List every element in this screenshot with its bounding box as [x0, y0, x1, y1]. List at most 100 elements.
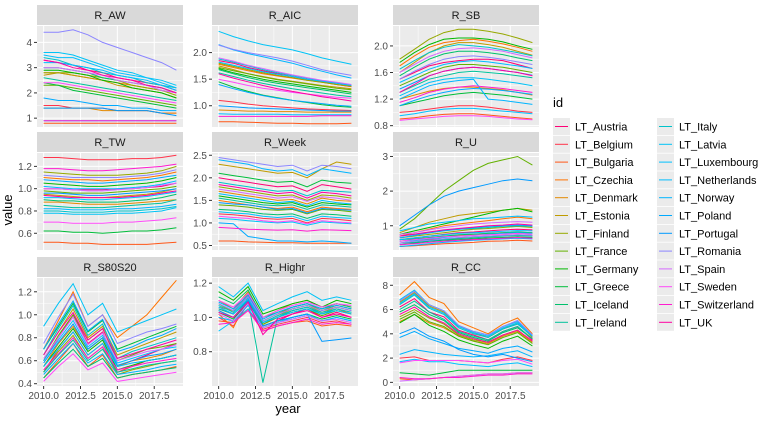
- legend-item: LT_Iceland: [553, 296, 629, 313]
- series-line-lt-switzerland: [218, 309, 352, 332]
- series-line-lt-uk: [43, 311, 177, 360]
- series-line-lt-sweden: [399, 358, 533, 365]
- legend-label: LT_Romania: [679, 246, 742, 258]
- series-line-lt-portugal: [399, 178, 533, 227]
- facet-panel-r-cc: R_CC 0 2 4 6 8 2010.0 2012.5 2015.0 2017.5: [382, 257, 539, 402]
- legend-item: LT_Latvia: [657, 135, 727, 153]
- y-tick-label: 6: [382, 305, 388, 316]
- y-tick-label: 2.0: [193, 48, 207, 59]
- series-line-lt-uk: [399, 306, 533, 343]
- series-line-lt-uk: [218, 301, 352, 336]
- facet-panel-r-week: R_Week 0.5 1.0 1.5 2.0 2.5: [193, 132, 358, 252]
- series-line-lt-germany: [218, 68, 352, 93]
- facet-panel-r-aw: R_AW 1 2 3 4: [26, 5, 183, 127]
- y-tick-label: 1.5: [193, 75, 207, 86]
- x-tick-label: 2015.0: [277, 391, 308, 402]
- x-tick-label: 2015.0: [102, 391, 133, 402]
- facet-strip-label: R_U: [455, 137, 477, 149]
- panel-background: [212, 278, 358, 386]
- series-line-lt-germany: [399, 37, 533, 63]
- series-line-lt-poland: [218, 222, 352, 244]
- series-line-lt-poland: [43, 299, 177, 353]
- series-line-lt-poland: [399, 87, 533, 107]
- series-line-lt-sweden: [43, 217, 177, 224]
- legend-label: LT_Sweden: [679, 282, 737, 294]
- legend-label: LT_Estonia: [575, 211, 631, 223]
- series-line-lt-bulgaria: [43, 241, 177, 245]
- series-line-lt-portugal: [218, 202, 352, 214]
- series-line-lt-sweden: [43, 353, 177, 382]
- legend-item: LT_Switzerland: [657, 296, 754, 313]
- series-line-lt-norway: [218, 159, 352, 177]
- y-tick-label: 1.0: [18, 184, 32, 195]
- series-line-lt-latvia: [399, 77, 533, 97]
- legend-item: LT_Portugal: [657, 224, 738, 242]
- legend-label: LT_Greece: [575, 282, 629, 294]
- y-tick-label: 1.2: [18, 287, 32, 298]
- y-tick-label: 0.4: [18, 379, 32, 390]
- facet-strip-label: R_S80S20: [83, 262, 136, 274]
- y-tick-label: 2: [382, 354, 388, 365]
- series-line-lt-norway: [218, 44, 352, 79]
- series-line-lt-iceland: [43, 348, 177, 379]
- legend-item: LT_Romania: [657, 242, 742, 260]
- y-tick-label: 4: [382, 329, 388, 340]
- legend-item: LT_Denmark: [553, 189, 638, 207]
- series-line-lt-iceland: [218, 208, 352, 219]
- y-tick-label: 0.8: [18, 333, 32, 344]
- series-line-lt-finland: [218, 186, 352, 201]
- facet-panel-r-aic: R_AIC 1.0 1.5 2.0: [193, 5, 358, 127]
- legend-label: LT_Spain: [679, 264, 725, 276]
- y-tick-label: 1.0: [18, 310, 32, 321]
- legend-label: LT_Luxembourg: [679, 157, 758, 169]
- y-tick-label: 0: [382, 378, 388, 389]
- series-line-lt-spain: [43, 182, 177, 192]
- series-line-lt-italy: [399, 294, 533, 339]
- series-line-lt-belgium: [218, 213, 352, 224]
- x-tick-label: 2015.0: [458, 391, 489, 402]
- legend-item: LT_Poland: [657, 207, 731, 224]
- series-line-lt-portugal: [218, 299, 352, 342]
- series-line-lt-norway: [43, 342, 177, 376]
- series-line-lt-greece: [399, 369, 533, 376]
- series-line-lt-poland: [218, 294, 352, 320]
- legend-label: LT_Poland: [679, 211, 731, 223]
- series-line-lt-germany: [218, 285, 352, 315]
- series-line-lt-spain: [399, 47, 533, 73]
- series-line-lt-italy: [218, 296, 352, 324]
- series-line-lt-norway: [399, 78, 533, 105]
- legend-label: LT_France: [575, 246, 627, 258]
- series-line-lt-romania: [218, 157, 352, 172]
- series-line-lt-netherlands: [43, 62, 177, 91]
- series-line-lt-luxembourg: [43, 319, 177, 364]
- series-line-lt-italy: [43, 304, 177, 360]
- panel-background: [37, 153, 183, 250]
- series-line-lt-finland: [399, 28, 533, 60]
- legend-item: LT_Czechia: [553, 171, 634, 189]
- series-line-lt-france: [218, 204, 352, 215]
- legend-label: LT_Portugal: [679, 228, 738, 240]
- series-line-lt-netherlands: [218, 61, 352, 86]
- legend-item: LT_Germany: [553, 260, 639, 278]
- series-line-lt-spain: [399, 221, 533, 235]
- series-line-lt-latvia: [218, 282, 352, 312]
- y-tick-label: 1.0: [193, 101, 207, 112]
- y-tick-label: 4: [26, 38, 32, 49]
- y-tick-label: 1.2: [193, 279, 207, 290]
- series-line-lt-iceland: [399, 231, 533, 241]
- facet-strip-label: R_AW: [94, 10, 126, 22]
- series-line-lt-france: [399, 155, 533, 230]
- y-tick-label: 1.2: [374, 95, 388, 106]
- series-line-lt-greece: [218, 172, 352, 188]
- series-line-lt-czechia: [218, 199, 352, 213]
- x-tick-label: 2012.5: [240, 391, 271, 402]
- series-line-lt-iceland: [43, 193, 177, 203]
- series-line-lt-uk: [43, 59, 177, 94]
- facet-strip-label: R_AIC: [269, 10, 301, 22]
- panel-background: [393, 26, 539, 127]
- series-line-lt-austria: [218, 177, 352, 192]
- y-tick-label: 1.0: [193, 313, 207, 324]
- series-line-lt-greece: [399, 91, 533, 107]
- series-line-lt-romania: [43, 169, 177, 178]
